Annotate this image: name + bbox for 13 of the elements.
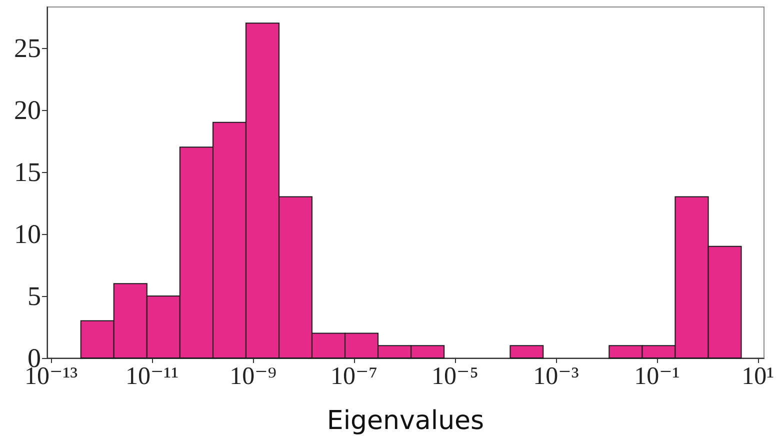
y-tick-label: 25 bbox=[14, 32, 41, 63]
x-tick-label: 10⁻¹¹ bbox=[125, 363, 179, 390]
x-tick-label: 10⁻¹ bbox=[634, 363, 680, 390]
x-tick-label: 10¹ bbox=[742, 363, 774, 390]
y-tick-label: 15 bbox=[14, 156, 41, 187]
y-tick-label: 5 bbox=[28, 280, 41, 311]
y-tick-label: 20 bbox=[14, 94, 41, 125]
x-axis-title: Eigenvalues bbox=[326, 406, 484, 436]
x-tick-label: 10⁻⁵ bbox=[432, 363, 478, 390]
x-tick-label: 10⁻⁹ bbox=[230, 363, 276, 390]
x-tick-label: 10⁻⁷ bbox=[330, 363, 378, 390]
y-tick-label: 10 bbox=[14, 218, 41, 249]
x-tick-label: 10⁻³ bbox=[533, 363, 580, 390]
